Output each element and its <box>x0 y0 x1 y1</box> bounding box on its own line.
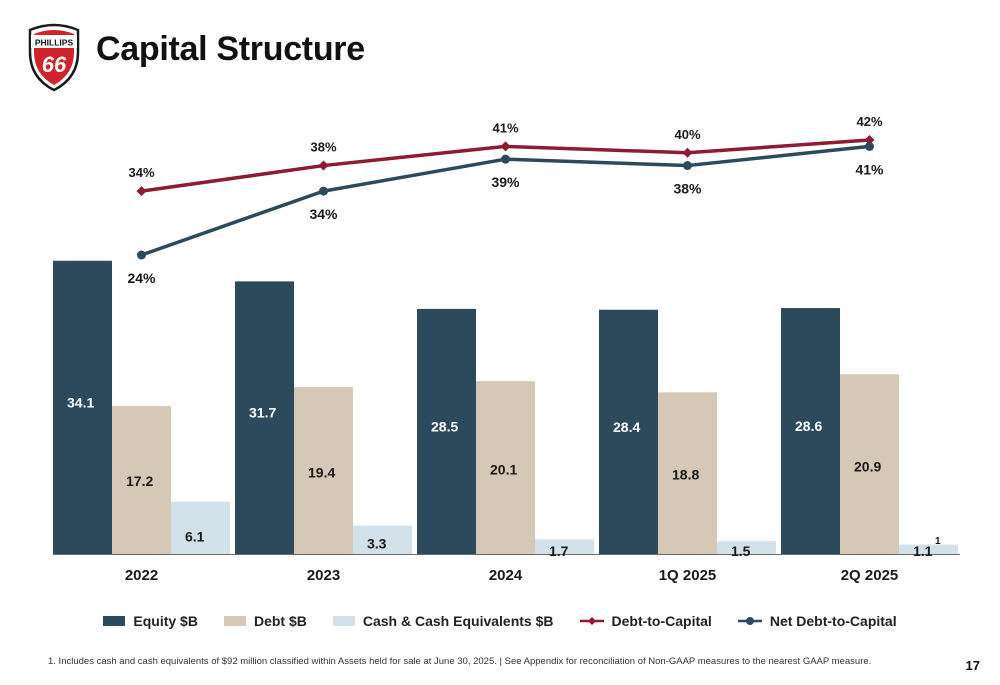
marker-debt-to-capital-2023 <box>318 160 329 171</box>
category-label-1q-2025: 1Q 2025 <box>659 567 717 584</box>
bar-equity-b-2023 <box>235 281 294 554</box>
value-label-debt-b-2023: 19.4 <box>308 464 335 480</box>
category-label-2q-2025: 2Q 2025 <box>841 567 899 584</box>
bar-equity-b-2024 <box>417 308 476 554</box>
chart-legend: Equity $B Debt $B Cash & Cash Equivalent… <box>0 613 1000 629</box>
legend-label-debt-to-capital: Debt-to-Capital <box>611 613 712 629</box>
legend-item-debt-to-capital: Debt-to-Capital <box>579 613 712 629</box>
value-label-equity-b-2024: 28.5 <box>431 418 458 434</box>
category-label-2023: 2023 <box>307 567 340 584</box>
phillips66-logo: PHILLIPS 66 <box>28 23 80 92</box>
line-label-net-debt-to-capital-2022: 24% <box>127 270 156 286</box>
legend-item-cash: Cash & Cash Equivalents $B <box>332 613 554 629</box>
bar-debt-b-2024 <box>476 381 535 554</box>
value-label-equity-b-2q-2025: 28.6 <box>795 418 822 434</box>
bar-cash-cash-equivalents-b-2022 <box>171 501 230 554</box>
value-label-debt-b-2024: 20.1 <box>490 461 517 477</box>
value-label-debt-b-2q-2025: 20.9 <box>854 458 881 474</box>
marker-debt-to-capital-2022 <box>136 186 147 197</box>
value-label-cash-cash-equivalents-b-2023: 3.3 <box>367 535 387 551</box>
line-label-net-debt-to-capital-1q-2025: 38% <box>673 181 702 197</box>
marker-debt-to-capital-2024 <box>500 141 511 152</box>
page-title: Capital Structure <box>96 30 365 68</box>
legend-swatch-equity <box>103 616 126 626</box>
bar-equity-b-2q-2025 <box>781 308 840 554</box>
logo-text-number: 66 <box>42 52 67 77</box>
marker-net-debt-to-capital-2q-2025 <box>865 141 874 151</box>
logo-text-top: PHILLIPS <box>35 38 74 48</box>
marker-debt-to-capital-1q-2025 <box>682 147 693 158</box>
footnote: 1. Includes cash and cash equivalents of… <box>48 656 872 667</box>
value-label-cash-cash-equivalents-b-2q-2025: 1.1 <box>913 543 933 559</box>
value-label-debt-b-2022: 17.2 <box>126 473 153 489</box>
legend-label-debt: Debt $B <box>253 613 307 629</box>
value-label-equity-b-2023: 31.7 <box>249 405 276 421</box>
marker-net-debt-to-capital-2024 <box>501 154 510 164</box>
bar-cash-cash-equivalents-b-2q-2025 <box>899 544 958 554</box>
line-label-net-debt-to-capital-2023: 34% <box>309 206 338 222</box>
line-label-debt-to-capital-1q-2025: 40% <box>674 127 700 142</box>
value-label-cash-cash-equivalents-b-2022: 6.1 <box>185 528 205 544</box>
line-label-net-debt-to-capital-2024: 39% <box>491 174 520 190</box>
bar-equity-b-1q-2025 <box>599 309 658 554</box>
annotation-footnote-marker: 1 <box>935 536 941 547</box>
legend-marker-net-debt-to-capital <box>737 617 762 625</box>
value-label-cash-cash-equivalents-b-2024: 1.7 <box>549 543 569 559</box>
bar-cash-cash-equivalents-b-2024 <box>535 539 594 554</box>
bar-cash-cash-equivalents-b-1q-2025 <box>717 541 776 554</box>
legend-label-net-debt-to-capital: Net Debt-to-Capital <box>769 613 897 629</box>
legend-label-cash: Cash & Cash Equivalents $B <box>362 613 554 629</box>
bar-debt-b-1q-2025 <box>658 392 717 554</box>
category-label-2024: 2024 <box>489 567 523 584</box>
value-label-cash-cash-equivalents-b-1q-2025: 1.5 <box>731 543 751 559</box>
legend-item-debt: Debt $B <box>223 613 307 629</box>
line-label-debt-to-capital-2023: 38% <box>310 140 336 155</box>
marker-net-debt-to-capital-1q-2025 <box>683 161 692 171</box>
legend-marker-debt-to-capital <box>579 617 604 625</box>
bar-debt-b-2023 <box>294 387 353 554</box>
legend-swatch-cash <box>332 616 355 626</box>
line-label-debt-to-capital-2022: 34% <box>128 165 154 180</box>
bar-equity-b-2022 <box>53 260 112 554</box>
category-label-2022: 2022 <box>125 567 158 584</box>
capital-structure-chart: 34.1 31.7 28.5 28.4 28.6 17.2 19.4 20.1 18.8 20.9… <box>53 114 960 584</box>
legend-label-equity: Equity $B <box>133 613 198 629</box>
bar-debt-b-2q-2025 <box>840 374 899 554</box>
bar-debt-b-2022 <box>112 406 171 554</box>
marker-net-debt-to-capital-2022 <box>137 250 146 260</box>
value-label-equity-b-2022: 34.1 <box>67 394 94 410</box>
legend-item-net-debt-to-capital: Net Debt-to-Capital <box>737 613 897 629</box>
page-number: 17 <box>965 658 980 673</box>
bar-cash-cash-equivalents-b-2023 <box>353 525 412 554</box>
value-label-equity-b-1q-2025: 28.4 <box>613 419 640 435</box>
legend-item-equity: Equity $B <box>103 613 198 629</box>
line-label-debt-to-capital-2q-2025: 42% <box>856 114 882 129</box>
line-label-net-debt-to-capital-2q-2025: 41% <box>855 161 884 177</box>
marker-net-debt-to-capital-2023 <box>319 186 328 196</box>
legend-swatch-debt <box>223 616 246 626</box>
value-label-debt-b-1q-2025: 18.8 <box>672 467 699 483</box>
line-label-debt-to-capital-2024: 41% <box>492 120 518 135</box>
marker-debt-to-capital-2q-2025 <box>864 135 875 145</box>
